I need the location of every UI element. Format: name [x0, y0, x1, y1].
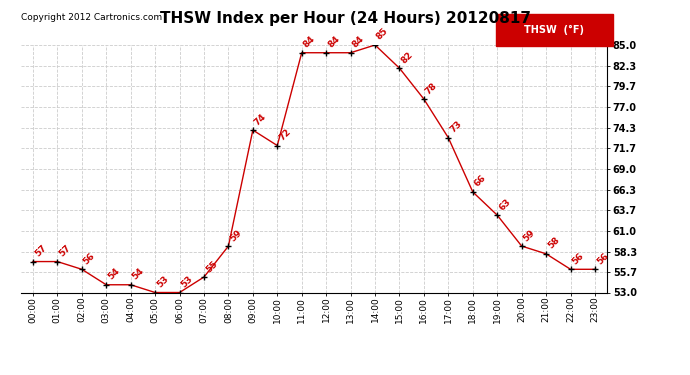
Text: 78: 78: [424, 81, 440, 96]
Text: 74: 74: [253, 112, 268, 127]
Text: 56: 56: [82, 251, 97, 266]
Text: 59: 59: [522, 228, 537, 243]
Text: 56: 56: [571, 251, 586, 266]
Text: 84: 84: [302, 34, 317, 50]
FancyBboxPatch shape: [495, 14, 613, 46]
Text: THSW  (°F): THSW (°F): [524, 25, 584, 35]
Text: 73: 73: [448, 119, 464, 135]
Text: 66: 66: [473, 174, 488, 189]
Text: Copyright 2012 Cartronics.com: Copyright 2012 Cartronics.com: [21, 13, 162, 22]
Text: 55: 55: [204, 259, 219, 274]
Text: 57: 57: [57, 243, 72, 258]
Text: 53: 53: [179, 274, 195, 290]
Text: 84: 84: [326, 34, 342, 50]
Text: 85: 85: [375, 27, 391, 42]
Text: THSW Index per Hour (24 Hours) 20120817: THSW Index per Hour (24 Hours) 20120817: [159, 11, 531, 26]
Text: 56: 56: [595, 251, 610, 266]
Text: 54: 54: [106, 266, 121, 282]
Text: 58: 58: [546, 236, 561, 251]
Text: 53: 53: [155, 274, 170, 290]
Text: 57: 57: [33, 243, 48, 258]
Text: 72: 72: [277, 127, 293, 142]
Text: 82: 82: [400, 50, 415, 65]
Text: 84: 84: [351, 34, 366, 50]
Text: 63: 63: [497, 197, 513, 212]
Text: 54: 54: [130, 266, 146, 282]
Text: 59: 59: [228, 228, 244, 243]
